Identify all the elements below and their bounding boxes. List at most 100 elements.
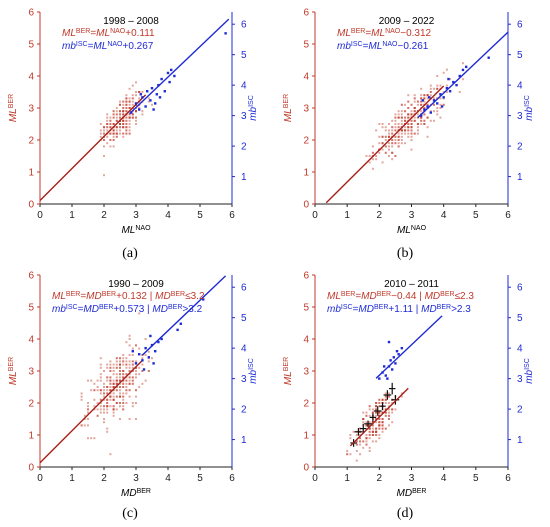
ml-point: [115, 408, 118, 411]
ml-point: [359, 453, 362, 456]
ml-point: [400, 129, 403, 132]
ml-point: [125, 366, 128, 369]
ml-point: [378, 427, 381, 430]
ml-point: [387, 148, 390, 151]
ml-point: [416, 126, 419, 129]
left-tick-label: 5: [28, 303, 34, 314]
ml-point: [375, 408, 378, 411]
ml-point: [375, 430, 378, 433]
ml-point: [400, 129, 403, 132]
ml-point: [368, 421, 371, 424]
ml-point: [87, 437, 89, 440]
mb-point: [150, 343, 154, 347]
ml-point: [128, 100, 131, 103]
ml-point: [151, 357, 153, 360]
period-title: 2009 – 2022: [379, 16, 435, 27]
x-tick-label: 0: [312, 210, 318, 221]
mb-point: [202, 298, 205, 301]
ml-point: [375, 129, 378, 132]
ml-point: [106, 389, 109, 392]
ml-point: [445, 91, 448, 93]
mb-point: [142, 368, 146, 371]
ml-point: [128, 116, 131, 119]
ml-point: [112, 129, 115, 132]
ml-point: [109, 126, 112, 129]
ml-point: [115, 373, 118, 376]
ml-point: [416, 116, 419, 119]
ml-point: [429, 91, 432, 93]
ml-point: [106, 405, 109, 408]
ml-point: [125, 103, 128, 106]
ml-point: [384, 398, 387, 401]
ml-point: [109, 360, 112, 363]
right-tick-label: 1: [517, 435, 523, 446]
ml-point: [378, 411, 381, 414]
ml-point: [378, 398, 381, 401]
ml-point: [359, 434, 362, 436]
ml-point: [128, 116, 131, 119]
ml-point: [404, 116, 407, 119]
ml-point: [346, 450, 349, 452]
ml-point: [119, 363, 121, 366]
ml-point: [135, 402, 137, 404]
left-axis-label: MLBER: [283, 357, 295, 385]
ml-point: [112, 386, 115, 388]
ml-point: [371, 424, 374, 427]
ml-point: [375, 414, 378, 417]
ml-point: [371, 411, 374, 414]
ml-point: [144, 338, 147, 340]
ml-point: [112, 389, 115, 392]
ml-point: [128, 107, 131, 109]
ml-point: [378, 414, 381, 417]
ml-point: [125, 382, 128, 385]
ml-point: [381, 427, 384, 430]
period-title: 1990 – 2009: [108, 279, 164, 290]
ml-point: [387, 135, 390, 138]
ml-point: [378, 424, 381, 427]
ml-point: [147, 370, 150, 372]
ml-point: [378, 437, 381, 440]
ml-point: [112, 405, 115, 408]
ml-point: [368, 424, 371, 427]
ml-point: [407, 126, 410, 129]
ml-point: [122, 363, 125, 366]
ml-point: [96, 414, 99, 417]
ml-point: [355, 434, 358, 436]
ml-point: [359, 443, 362, 446]
ml-point: [103, 386, 105, 388]
x-tick-label: 3: [133, 210, 139, 221]
ml-point: [426, 116, 429, 119]
left-axis-label: MLBER: [8, 94, 20, 122]
ml-point: [368, 437, 371, 440]
ml-point: [131, 405, 134, 408]
ml-point: [119, 382, 121, 385]
ml-point: [355, 440, 358, 443]
ml-point: [112, 110, 115, 113]
ml-point: [445, 68, 448, 71]
ml-point: [125, 389, 128, 392]
ml-point: [433, 97, 436, 100]
ml-point: [109, 366, 112, 369]
ml-point: [135, 110, 137, 113]
ml-point: [122, 107, 125, 109]
ml-point: [400, 392, 403, 395]
ml-point: [109, 119, 112, 122]
mb-point: [432, 99, 436, 102]
ml-point: [397, 116, 400, 119]
mb-point: [155, 93, 158, 96]
ml-point: [423, 94, 426, 97]
ml-point: [112, 110, 115, 113]
ml-point: [381, 135, 384, 138]
ml-point: [420, 100, 423, 103]
ml-point: [138, 91, 141, 93]
ml-point: [423, 119, 426, 122]
ml-point: [423, 123, 426, 125]
ml-point: [87, 402, 89, 404]
ml-point: [128, 338, 131, 340]
left-tick-label: 3: [28, 367, 34, 378]
mb-point: [378, 377, 381, 380]
ml-point: [119, 357, 121, 360]
ml-point: [391, 151, 394, 154]
ml-point: [112, 139, 115, 141]
ml-point: [400, 110, 403, 113]
